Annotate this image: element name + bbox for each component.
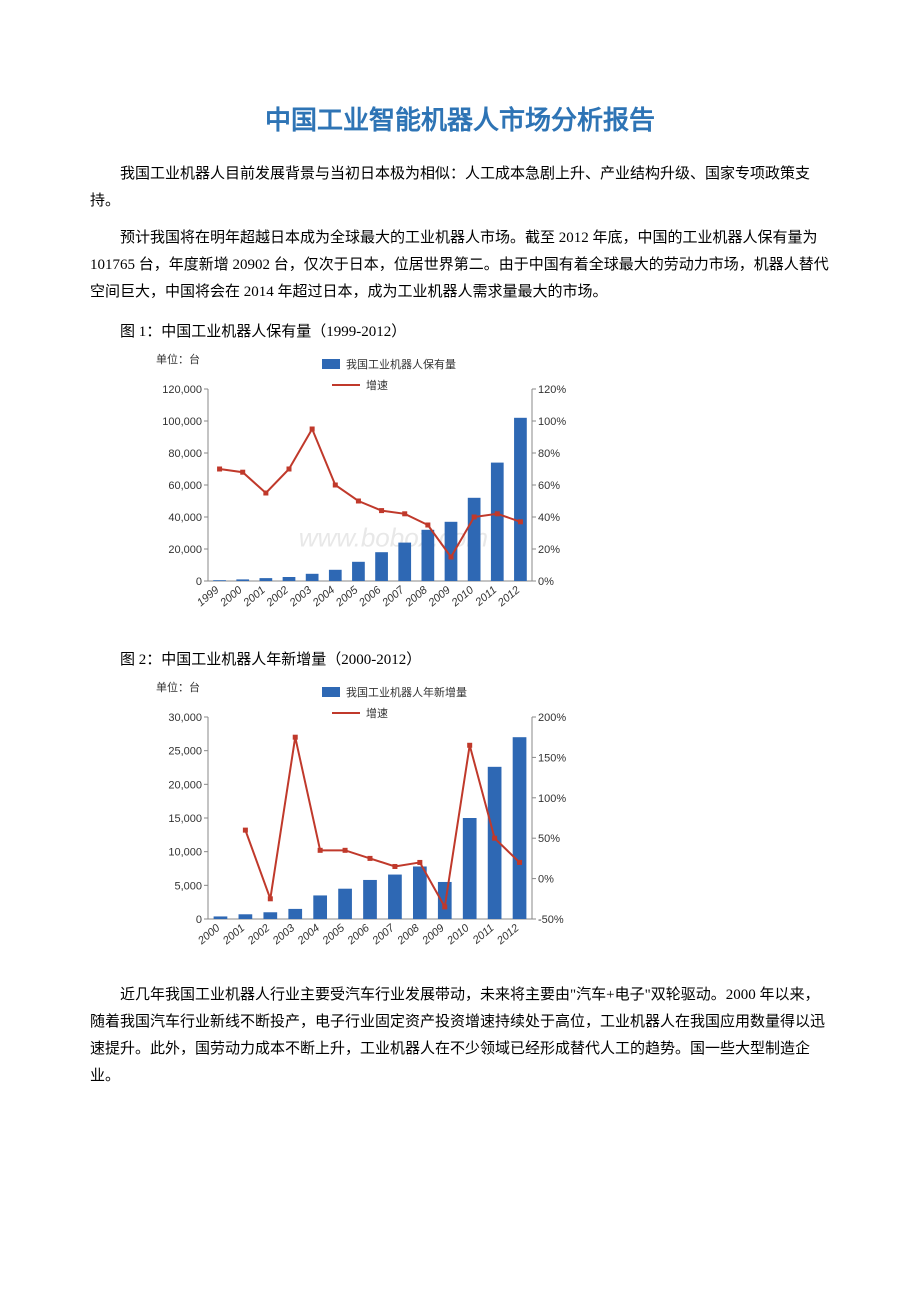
svg-text:2004: 2004: [295, 922, 322, 948]
svg-text:2008: 2008: [395, 922, 423, 948]
chart2-svg: 单位：台 我国工业机器人年新增量增速 0 5,000 10,000 15,000 20,00…: [150, 677, 580, 967]
svg-text:120,000: 120,000: [162, 384, 202, 396]
svg-text:80%: 80%: [538, 448, 560, 460]
svg-text:2007: 2007: [370, 922, 398, 948]
svg-text:120%: 120%: [538, 384, 566, 396]
svg-text:2003: 2003: [270, 922, 298, 948]
svg-text:2006: 2006: [345, 922, 373, 948]
svg-text:我国工业机器人保有量: 我国工业机器人保有量: [346, 357, 456, 371]
svg-text:2008: 2008: [403, 584, 431, 610]
svg-text:2006: 2006: [356, 584, 384, 610]
svg-text:2001: 2001: [241, 584, 268, 610]
svg-text:25,000: 25,000: [168, 746, 202, 758]
chart1-caption: 图 1：中国工业机器人保有量（1999-2012）: [90, 320, 830, 341]
svg-text:2009: 2009: [419, 922, 446, 948]
svg-text:60%: 60%: [538, 480, 560, 492]
svg-text:2005: 2005: [333, 584, 361, 610]
svg-text:20,000: 20,000: [168, 779, 202, 791]
svg-text:0: 0: [196, 576, 202, 588]
svg-text:2005: 2005: [320, 922, 348, 948]
svg-text:2012: 2012: [495, 584, 522, 610]
svg-text:5,000: 5,000: [174, 880, 202, 892]
svg-text:2011: 2011: [470, 922, 497, 947]
svg-text:30,000: 30,000: [168, 712, 202, 724]
svg-text:10,000: 10,000: [168, 847, 202, 859]
svg-text:2010: 2010: [449, 584, 477, 610]
svg-text:2002: 2002: [264, 584, 291, 610]
svg-text:40,000: 40,000: [168, 512, 202, 524]
svg-text:增速: 增速: [366, 378, 388, 392]
svg-text:20%: 20%: [538, 544, 560, 556]
chart2-container: 单位：台 我国工业机器人年新增量增速 0 5,000 10,000 15,000 20,00…: [150, 677, 830, 972]
svg-text:100%: 100%: [538, 416, 566, 428]
svg-text:2011: 2011: [473, 584, 500, 609]
svg-text:40%: 40%: [538, 512, 560, 524]
svg-text:15,000: 15,000: [168, 813, 202, 825]
svg-text:www.bobox.com: www.bobox.com: [299, 522, 488, 552]
svg-text:0%: 0%: [538, 874, 554, 886]
svg-text:2010: 2010: [444, 922, 472, 948]
svg-text:2000: 2000: [217, 584, 245, 610]
svg-text:2012: 2012: [494, 922, 521, 948]
svg-text:2003: 2003: [287, 584, 315, 610]
document-title: 中国工业智能机器人市场分析报告: [90, 100, 830, 137]
svg-text:0%: 0%: [538, 576, 554, 588]
chart1-container: 单位：台 我国工业机器人保有量增速 0 20,000 40,000 60,000 80,00…: [150, 349, 830, 634]
svg-text:20,000: 20,000: [168, 544, 202, 556]
svg-text:2004: 2004: [310, 584, 337, 610]
svg-text:60,000: 60,000: [168, 480, 202, 492]
svg-text:2002: 2002: [245, 922, 272, 948]
svg-text:单位：台: 单位：台: [156, 680, 200, 694]
svg-text:2001: 2001: [220, 922, 247, 948]
svg-text:50%: 50%: [538, 833, 560, 845]
chart2-caption: 图 2：中国工业机器人年新增量（2000-2012）: [90, 648, 830, 669]
paragraph-3: 近几年我国工业机器人行业主要受汽车行业发展带动，未来将主要由"汽车+电子"双轮驱…: [90, 982, 830, 1090]
svg-text:-50%: -50%: [538, 914, 564, 926]
svg-text:100%: 100%: [538, 793, 566, 805]
svg-text:200%: 200%: [538, 712, 566, 724]
svg-text:2009: 2009: [426, 584, 453, 610]
chart1-svg: 单位：台 我国工业机器人保有量增速 0 20,000 40,000 60,000 80,00…: [150, 349, 580, 629]
svg-text:单位：台: 单位：台: [156, 352, 200, 366]
svg-text:增速: 增速: [366, 706, 388, 720]
svg-text:我国工业机器人年新增量: 我国工业机器人年新增量: [346, 685, 467, 699]
svg-text:100,000: 100,000: [162, 416, 202, 428]
svg-text:80,000: 80,000: [168, 448, 202, 460]
svg-text:0: 0: [196, 914, 202, 926]
document-page: 中国工业智能机器人市场分析报告 我国工业机器人目前发展背景与当初日本极为相似：人…: [0, 0, 920, 1140]
paragraph-2: 预计我国将在明年超越日本成为全球最大的工业机器人市场。截至 2012 年底，中国…: [90, 225, 830, 306]
paragraph-1: 我国工业机器人目前发展背景与当初日本极为相似：人工成本急剧上升、产业结构升级、国…: [90, 161, 830, 215]
svg-text:150%: 150%: [538, 752, 566, 764]
svg-text:2007: 2007: [379, 584, 407, 610]
